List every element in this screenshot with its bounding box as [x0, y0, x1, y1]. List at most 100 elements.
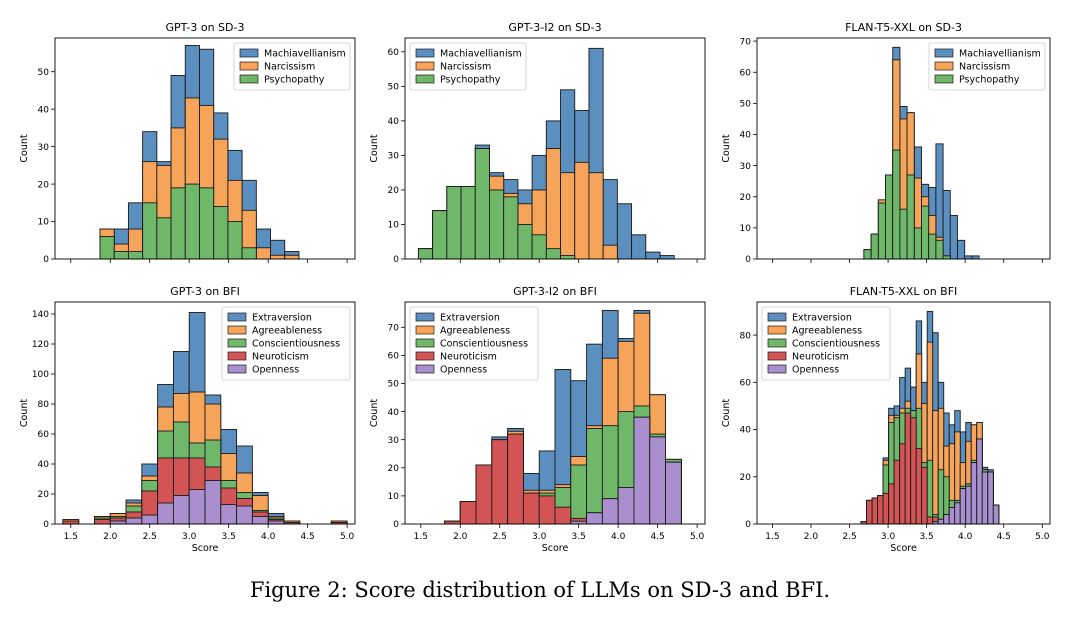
legend-swatch	[227, 338, 247, 348]
chart-panel-3: FLAN-T5-XXL on SD-3 0 10 20 30 40 50 60 70 Count M…	[721, 21, 1051, 265]
bar-narcissism	[602, 244, 618, 260]
bar-neuroticism	[62, 520, 80, 525]
legend-swatch	[239, 48, 259, 58]
x-tick-label: 2.5	[493, 532, 507, 542]
y-tick-label: 10	[38, 218, 50, 228]
legend-swatch	[415, 48, 435, 58]
bar-neuroticism	[538, 495, 556, 525]
bar-neuroticism	[866, 499, 873, 525]
x-tick-label: 5.0	[1035, 532, 1050, 542]
legend-swatch	[227, 364, 247, 374]
y-tick-label: 50	[388, 380, 400, 390]
y-tick-label: 0	[393, 520, 399, 530]
bar-narcissism	[574, 161, 590, 260]
y-tick-label: 20	[740, 193, 752, 203]
axes-frame	[756, 301, 1051, 525]
legend-box	[233, 42, 351, 91]
bar-openness	[976, 438, 983, 525]
legend-swatch	[934, 74, 954, 84]
bar-neuroticism	[926, 516, 934, 525]
legend-label: Machiavellianism	[264, 49, 346, 60]
bar-psychopathy	[213, 206, 229, 260]
bar-psychopathy	[142, 202, 158, 260]
bar-neuroticism	[871, 497, 879, 525]
bar-psychopathy	[942, 255, 951, 260]
y-tick-label: 30	[388, 152, 400, 162]
axes-frame	[404, 301, 706, 525]
bar-psychopathy	[241, 247, 257, 260]
bar-neuroticism	[882, 492, 890, 525]
legend: Machiavellianism Narcissism Psychopathy	[233, 42, 351, 91]
legend-swatch	[767, 351, 787, 361]
chart-panel-2: GPT-3-I2 on SD-3 0 10 20 30 40 50 60 Count Machia…	[369, 21, 706, 265]
legend-swatch	[415, 351, 435, 361]
bar-narcissism	[545, 148, 561, 260]
y-tick-label: 120	[32, 340, 49, 350]
y-tick-label: 70	[740, 37, 752, 47]
x-tick-label: 4.0	[261, 532, 276, 542]
bar-openness	[970, 462, 978, 525]
bar-neuroticism	[475, 464, 493, 525]
bar-openness	[943, 514, 950, 525]
chart-panel-5: GPT-3-I2 on BFI 0 10 20 30 40 50 60 70 1.5 2.0 2.5 3…	[369, 285, 706, 554]
y-tick-label: 40	[388, 408, 400, 418]
legend-swatch	[767, 338, 787, 348]
legend-swatch	[415, 74, 435, 84]
legend-label: Extraversion	[252, 313, 312, 324]
legend-label: Openness	[252, 365, 299, 376]
bar-openness	[586, 512, 603, 525]
x-tick-label: 3.0	[182, 532, 197, 542]
y-tick-label: 20	[388, 186, 400, 196]
bar-neuroticism	[554, 506, 572, 525]
x-tick-label: 5.0	[690, 532, 705, 542]
bar-machiavellianism	[971, 255, 980, 260]
bar-openness	[633, 416, 651, 525]
bar-psychopathy	[489, 189, 505, 260]
bar-psychopathy	[877, 202, 886, 260]
bar-psychopathy	[863, 249, 872, 260]
y-tick-label: 30	[38, 143, 50, 153]
y-tick-label: 60	[388, 48, 400, 58]
legend-swatch	[227, 351, 247, 361]
bar-conscientiousness	[926, 459, 934, 525]
y-tick-label: 60	[38, 430, 50, 440]
legend-label: Neuroticism	[792, 352, 849, 363]
y-tick-label: 20	[740, 473, 752, 483]
bar-openness	[649, 436, 666, 525]
y-tick-label: 40	[740, 131, 752, 141]
bar-neuroticism	[921, 466, 928, 525]
bar-neuroticism	[910, 417, 917, 525]
bar-conscientiousness	[570, 464, 588, 525]
bar-neuroticism	[94, 519, 111, 525]
x-tick-label: 1.5	[414, 532, 428, 542]
legend: Extraversion Agreeableness Conscientiousne…	[221, 306, 351, 381]
axes-frame	[54, 37, 356, 260]
y-tick-label: 10	[388, 492, 400, 502]
axes-frame	[756, 37, 1051, 260]
y-tick-label: 60	[740, 68, 752, 78]
bar-psychopathy	[517, 224, 533, 260]
chart-panel-4: GPT-3 on BFI 0 20 40 60 80 100 120 140 1.5 2.0 2.5 3…	[19, 285, 356, 554]
y-tick-label: 30	[740, 162, 752, 172]
y-tick-label: 40	[38, 105, 50, 115]
bar-openness	[125, 517, 143, 525]
legend: Extraversion Agreeableness Conscientiousne…	[409, 306, 539, 381]
legend-label: Psychopathy	[440, 75, 501, 86]
chart-panel-6: FLAN-T5-XXL on BFI 0 20 40 60 80 1.5 2.0 2.5 3.0 3…	[721, 285, 1051, 554]
y-tick-label: 20	[38, 490, 50, 500]
y-tick-label: 0	[393, 255, 399, 265]
legend-swatch	[227, 312, 247, 322]
chart-panel-1: GPT-3 on SD-3 0 10 20 30 40 50 Count Machiavelli…	[19, 21, 356, 265]
legend-swatch	[934, 48, 954, 58]
bar-psychopathy	[446, 186, 462, 260]
bar-psychopathy	[531, 234, 547, 260]
x-tick-label: 4.0	[611, 532, 626, 542]
chart-title: GPT-3-I2 on BFI	[513, 285, 597, 298]
x-tick-label: 3.5	[222, 532, 236, 542]
figure-caption: Figure 2: Score distribution of LLMs on …	[249, 578, 831, 602]
y-tick-label: 40	[38, 460, 50, 470]
x-tick-label: 2.0	[804, 532, 819, 542]
y-tick-label: 60	[740, 378, 752, 388]
legend-label: Machiavellianism	[959, 49, 1041, 60]
y-axis-label: Count	[369, 399, 380, 427]
